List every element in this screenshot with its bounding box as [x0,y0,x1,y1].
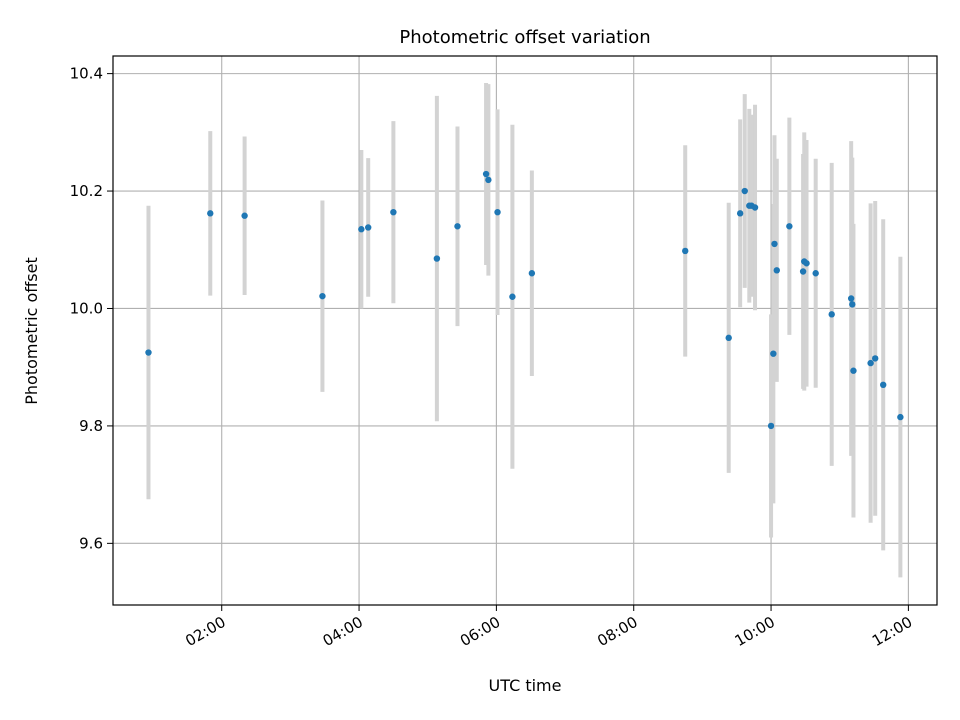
data-point [880,381,887,389]
y-tick-label: 10.0 [70,299,103,317]
data-point [812,270,819,277]
data-point [741,187,748,195]
data-point [358,226,365,233]
data-point [799,268,807,275]
data-point [872,355,879,362]
data-point [773,267,780,274]
data-point [803,260,810,267]
data-point [751,204,759,211]
chart-title: Photometric offset variation [399,27,650,48]
data-point [365,224,372,231]
y-axis-label: Photometric offset [22,257,41,405]
data-point [390,208,397,216]
data-point [847,295,855,302]
data-point [850,367,857,374]
data-point [736,210,744,217]
y-tick-label: 9.8 [79,417,103,435]
data-point [771,240,778,248]
data-point [482,170,490,178]
y-tick-label: 9.6 [79,534,103,552]
data-point [849,301,856,308]
point-layer [145,170,904,430]
data-point [528,270,536,277]
data-point [786,223,793,230]
data-point [828,311,835,318]
x-axis-label: UTC time [489,676,562,695]
data-point [725,334,732,342]
data-point [494,208,501,216]
plot-frame [112,55,938,606]
y-tick-label: 10.2 [70,182,103,200]
data-point [867,359,874,367]
data-point [433,255,441,262]
data-point [770,350,777,357]
data-point [241,212,248,219]
data-point [682,247,689,255]
data-point [207,210,214,217]
data-point [145,349,152,356]
data-point [767,422,775,430]
data-point [485,176,492,184]
data-point [897,413,904,421]
y-tick-label: 10.4 [70,65,103,83]
data-point [319,292,326,300]
data-point [454,223,461,230]
data-point [509,293,516,300]
